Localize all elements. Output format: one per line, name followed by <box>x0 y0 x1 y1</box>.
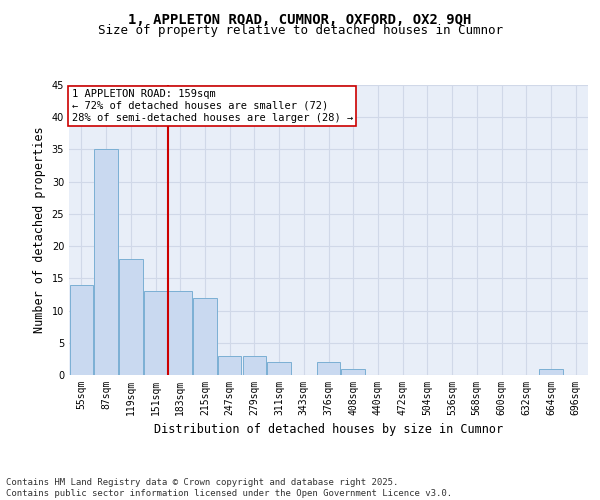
Bar <box>119 259 143 375</box>
X-axis label: Distribution of detached houses by size in Cumnor: Distribution of detached houses by size … <box>154 424 503 436</box>
Text: Size of property relative to detached houses in Cumnor: Size of property relative to detached ho… <box>97 24 503 37</box>
Y-axis label: Number of detached properties: Number of detached properties <box>33 126 46 334</box>
Bar <box>94 150 118 375</box>
Text: 1 APPLETON ROAD: 159sqm
← 72% of detached houses are smaller (72)
28% of semi-de: 1 APPLETON ROAD: 159sqm ← 72% of detache… <box>71 90 353 122</box>
Bar <box>341 368 365 375</box>
Bar <box>242 356 266 375</box>
Bar <box>539 368 563 375</box>
Text: 1, APPLETON ROAD, CUMNOR, OXFORD, OX2 9QH: 1, APPLETON ROAD, CUMNOR, OXFORD, OX2 9Q… <box>128 12 472 26</box>
Text: Contains HM Land Registry data © Crown copyright and database right 2025.
Contai: Contains HM Land Registry data © Crown c… <box>6 478 452 498</box>
Bar <box>268 362 291 375</box>
Bar <box>70 285 93 375</box>
Bar <box>169 291 192 375</box>
Bar <box>317 362 340 375</box>
Bar <box>144 291 167 375</box>
Bar <box>193 298 217 375</box>
Bar <box>218 356 241 375</box>
